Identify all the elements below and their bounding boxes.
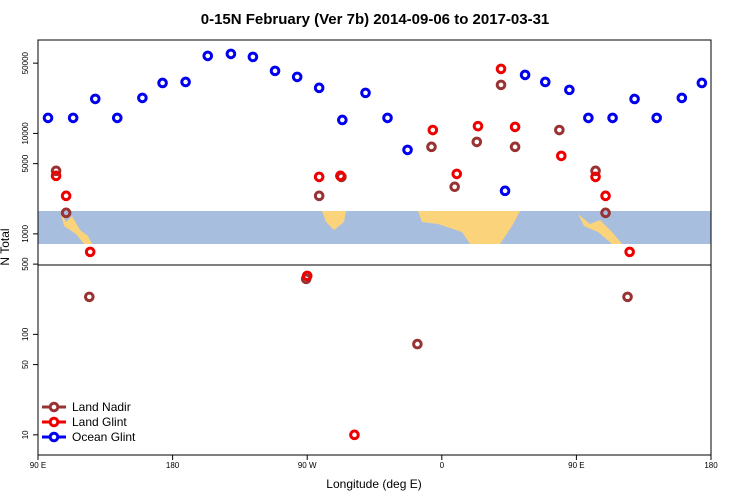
x-tick-label: 0: [440, 461, 445, 470]
point: [42, 112, 54, 124]
point: [600, 207, 611, 219]
point: [301, 270, 313, 282]
point: [564, 84, 575, 96]
point: [509, 141, 521, 153]
point: [495, 79, 507, 91]
point: [600, 190, 611, 202]
map-band: [38, 211, 711, 244]
point: [60, 207, 72, 219]
point: [499, 185, 511, 197]
y-axis-label: N Total: [0, 228, 12, 265]
point: [472, 120, 484, 132]
point: [412, 338, 423, 350]
point: [313, 82, 325, 94]
point: [651, 112, 663, 124]
point: [67, 112, 79, 124]
point: [495, 63, 507, 75]
point: [60, 190, 72, 202]
point: [313, 190, 325, 202]
y-tick-label: 50: [21, 360, 30, 369]
point: [607, 112, 618, 124]
plot-frame: [37, 39, 712, 456]
point: [555, 150, 567, 162]
legend-label: Land Glint: [72, 415, 127, 429]
point: [382, 112, 393, 124]
point: [180, 76, 191, 88]
point: [449, 181, 460, 193]
point: [111, 112, 123, 124]
point: [247, 51, 259, 63]
point: [590, 171, 601, 183]
x-tick-label: 180: [166, 461, 180, 470]
point: [629, 93, 640, 105]
point: [291, 71, 303, 83]
point: [83, 291, 95, 303]
point: [137, 92, 148, 104]
point: [50, 165, 62, 177]
point: [335, 170, 346, 182]
y-tick-label: 100: [21, 327, 30, 341]
point: [539, 76, 551, 88]
legend-marker: [48, 401, 60, 413]
y-tick-label: 50000: [21, 51, 30, 74]
point: [89, 93, 101, 105]
x-tick-label: 90 E: [30, 461, 46, 470]
point: [313, 171, 325, 183]
point: [337, 114, 348, 126]
point: [402, 144, 413, 156]
point: [583, 112, 594, 124]
x-tick-label: 90 W: [298, 461, 317, 470]
point: [427, 124, 439, 136]
point: [349, 429, 360, 441]
y-tick-label: 1000: [21, 224, 30, 242]
point: [360, 87, 371, 99]
chart-title: 0-15N February (Ver 7b) 2014-09-06 to 20…: [201, 11, 550, 28]
point: [519, 69, 531, 81]
point: [50, 170, 62, 182]
legend-marker: [48, 431, 60, 443]
point: [269, 65, 281, 77]
point: [590, 165, 601, 177]
legend-label: Ocean Glint: [72, 430, 136, 444]
point: [622, 291, 633, 303]
point: [471, 136, 483, 148]
y-tick-label: 10: [21, 430, 30, 439]
point: [696, 77, 708, 89]
legend-marker: [48, 416, 60, 428]
point: [509, 121, 521, 133]
point: [84, 246, 96, 258]
y-tick-label: 5000: [21, 154, 30, 172]
point: [202, 50, 214, 62]
point: [676, 92, 688, 104]
x-axis-label: Longitude (deg E): [326, 477, 421, 491]
legend-label: Land Nadir: [72, 400, 131, 414]
x-tick-label: 90 E: [568, 461, 584, 470]
point: [426, 141, 437, 153]
point: [451, 168, 463, 180]
point: [225, 48, 237, 60]
x-tick-label: 180: [704, 461, 718, 470]
point: [554, 124, 565, 136]
point: [157, 77, 168, 89]
y-tick-label: 10000: [21, 122, 30, 145]
y-tick-label: 500: [21, 257, 30, 271]
point: [624, 246, 635, 258]
